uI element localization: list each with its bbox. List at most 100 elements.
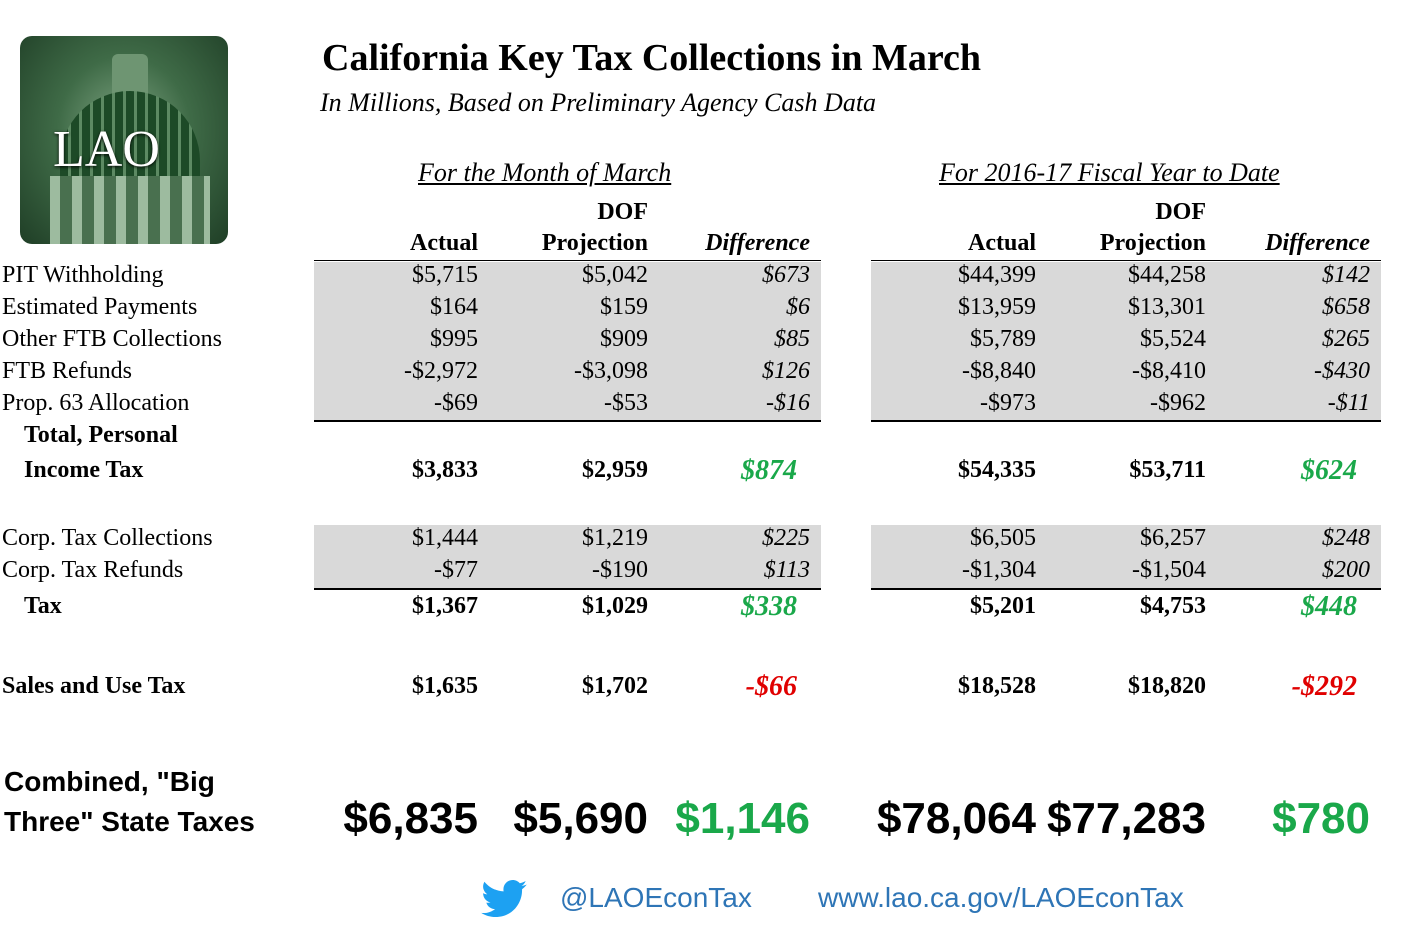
section-fy-header: For 2016-17 Fiscal Year to Date <box>939 158 1280 187</box>
row-label: FTB Refunds <box>2 358 133 384</box>
difference-cell: $200 <box>1322 557 1370 583</box>
difference-cell: -$292 <box>1291 671 1357 702</box>
lao-logo: LAO <box>20 36 228 244</box>
value-cell: $1,219 <box>582 525 648 551</box>
row-label: Income Tax <box>24 457 144 483</box>
band-fy-pit <box>871 262 1381 422</box>
value-cell: $6,505 <box>970 525 1036 551</box>
row-label: Prop. 63 Allocation <box>2 390 190 416</box>
difference-cell: $126 <box>762 358 810 384</box>
difference-cell: -$16 <box>766 390 810 416</box>
difference-cell: $658 <box>1322 294 1370 320</box>
value-cell: -$2,972 <box>404 358 478 384</box>
row-label: Three" State Taxes <box>4 806 255 837</box>
value-cell: -$69 <box>434 390 478 416</box>
value-cell: $53,711 <box>1129 457 1206 483</box>
value-cell: $5,789 <box>970 326 1036 352</box>
row-label: Total, Personal <box>24 422 178 448</box>
value-cell: $1,635 <box>412 673 478 699</box>
difference-cell: $1,146 <box>675 794 810 843</box>
value-cell: $5,715 <box>412 262 478 288</box>
column-header: Actual <box>968 230 1036 256</box>
column-header: Actual <box>410 230 478 256</box>
value-cell: $54,335 <box>958 457 1036 483</box>
section-month-header: For the Month of March <box>418 158 672 187</box>
difference-cell: $338 <box>741 591 797 622</box>
value-cell: $1,702 <box>582 673 648 699</box>
value-cell: $78,064 <box>876 794 1036 843</box>
value-cell: $1,367 <box>412 593 478 619</box>
website-link[interactable]: www.lao.ca.gov/LAOEconTax <box>818 882 1184 913</box>
column-header: Projection <box>1099 230 1206 256</box>
value-cell: $909 <box>600 326 648 352</box>
value-cell: $1,029 <box>582 593 648 619</box>
row-label: Other FTB Collections <box>2 326 222 352</box>
difference-cell: $225 <box>762 525 810 551</box>
difference-cell: $673 <box>762 262 810 288</box>
value-cell: $77,283 <box>1046 794 1206 843</box>
value-cell: $164 <box>430 294 478 320</box>
value-cell: -$77 <box>434 557 478 583</box>
difference-cell: -$430 <box>1314 358 1370 384</box>
value-cell: $13,959 <box>958 294 1036 320</box>
difference-cell: $874 <box>741 455 797 486</box>
value-cell: $2,959 <box>582 457 648 483</box>
value-cell: $44,399 <box>958 262 1036 288</box>
difference-cell: $624 <box>1301 455 1357 486</box>
rule <box>314 420 821 422</box>
column-header-top: DOF <box>1155 199 1206 225</box>
value-cell: $1,444 <box>412 525 478 551</box>
rule <box>871 588 1381 590</box>
value-cell: $13,301 <box>1128 294 1206 320</box>
value-cell: $159 <box>600 294 648 320</box>
twitter-bird-icon <box>474 880 534 923</box>
value-cell: $995 <box>430 326 478 352</box>
value-cell: $6,835 <box>343 794 478 843</box>
difference-cell: $85 <box>774 326 810 352</box>
page-subtitle: In Millions, Based on Preliminary Agency… <box>320 88 877 117</box>
band-fy-corp <box>871 525 1381 589</box>
value-cell: -$962 <box>1150 390 1206 416</box>
value-cell: -$3,098 <box>574 358 648 384</box>
difference-cell: $448 <box>1301 591 1357 622</box>
row-label: Tax <box>24 593 62 619</box>
value-cell: $5,524 <box>1140 326 1206 352</box>
difference-cell: $265 <box>1322 326 1370 352</box>
band-month-corp <box>314 525 821 589</box>
column-header-top: DOF <box>597 199 648 225</box>
column-header: Projection <box>541 230 648 256</box>
value-cell: -$53 <box>604 390 648 416</box>
row-label: Corp. Tax Collections <box>2 525 213 551</box>
value-cell: $6,257 <box>1140 525 1206 551</box>
difference-cell: $6 <box>786 294 810 320</box>
value-cell: -$973 <box>980 390 1036 416</box>
twitter-handle-link[interactable]: @LAOEconTax <box>560 882 752 913</box>
value-cell: -$190 <box>592 557 648 583</box>
value-cell: -$1,504 <box>1132 557 1206 583</box>
row-label: Estimated Payments <box>2 294 198 320</box>
value-cell: $5,201 <box>970 593 1036 619</box>
difference-cell: -$66 <box>745 671 797 702</box>
value-cell: $3,833 <box>412 457 478 483</box>
difference-cell: -$11 <box>1327 390 1370 416</box>
column-header: Difference <box>1265 230 1370 256</box>
rule <box>871 420 1381 422</box>
value-cell: -$1,304 <box>962 557 1036 583</box>
value-cell: $4,753 <box>1140 593 1206 619</box>
value-cell: -$8,840 <box>962 358 1036 384</box>
difference-cell: $780 <box>1272 794 1370 843</box>
difference-cell: $142 <box>1322 262 1370 288</box>
value-cell: $18,528 <box>958 673 1036 699</box>
row-label: PIT Withholding <box>2 262 164 288</box>
value-cell: $5,690 <box>513 794 648 843</box>
value-cell: -$8,410 <box>1132 358 1206 384</box>
page-title: California Key Tax Collections in March <box>322 37 982 79</box>
rule <box>314 260 821 261</box>
value-cell: $5,042 <box>582 262 648 288</box>
row-label: Combined, "Big <box>4 766 215 797</box>
row-label: Corp. Tax Refunds <box>2 557 184 583</box>
row-label: Sales and Use Tax <box>2 673 186 699</box>
difference-cell: $248 <box>1322 525 1370 551</box>
difference-cell: $113 <box>763 557 810 583</box>
value-cell: $44,258 <box>1128 262 1206 288</box>
